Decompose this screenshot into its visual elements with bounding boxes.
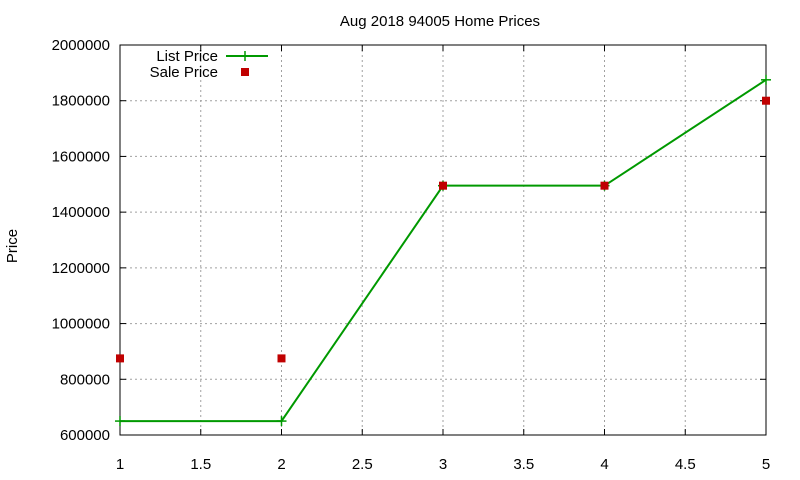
x-tick-label: 3.5 xyxy=(513,456,534,473)
sale-price-point xyxy=(600,181,609,190)
x-tick-label: 2 xyxy=(277,456,285,473)
x-tick-label: 4.5 xyxy=(675,456,696,473)
x-tick-label: 3 xyxy=(439,456,447,473)
axes xyxy=(119,44,767,436)
series xyxy=(115,74,771,427)
x-tick-label: 5 xyxy=(762,456,770,473)
y-tick-label: 1000000 xyxy=(52,316,110,333)
grid xyxy=(120,45,766,435)
x-tick-label: 2.5 xyxy=(352,456,373,473)
list-price-point xyxy=(761,74,771,85)
y-axis-label: Price xyxy=(4,229,21,263)
y-tick-label: 1200000 xyxy=(52,260,110,277)
y-tick-label: 600000 xyxy=(60,427,110,444)
y-tick-label: 1600000 xyxy=(52,148,110,165)
sale-price-point xyxy=(116,354,124,363)
tick-labels: 1 1.5 2 2.5 3 3.5 4 4.5 5 600000 800000 1000000 1200… xyxy=(52,37,771,473)
x-tick-label: 4 xyxy=(600,456,608,473)
y-tick-label: 800000 xyxy=(60,371,110,388)
legend-label: Sale Price xyxy=(150,64,218,81)
chart-title: Aug 2018 94005 Home Prices xyxy=(340,13,540,30)
sale-price-point xyxy=(439,181,447,190)
x-tick-label: 1.5 xyxy=(190,456,211,473)
legend-label: List Price xyxy=(156,48,218,65)
legend-square-swatch xyxy=(241,68,249,76)
list-price-point xyxy=(115,416,125,427)
sale-price-point xyxy=(762,96,770,105)
list-price-point xyxy=(276,416,287,427)
y-tick-label: 1800000 xyxy=(52,93,110,110)
x-tick-label: 1 xyxy=(116,456,124,473)
plot-border xyxy=(119,44,767,436)
y-tick-label: 1400000 xyxy=(52,204,110,221)
sale-price-point xyxy=(277,354,286,363)
y-tick-label: 2000000 xyxy=(52,37,110,54)
